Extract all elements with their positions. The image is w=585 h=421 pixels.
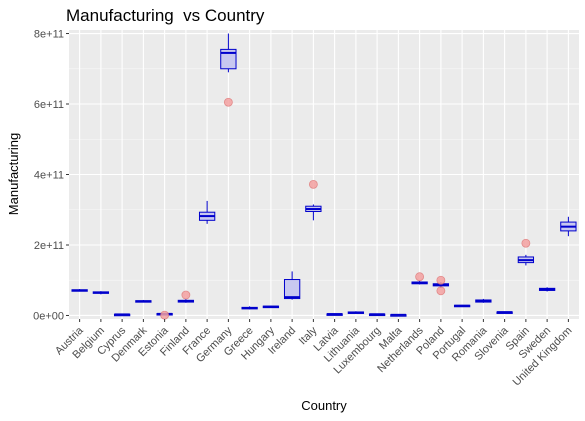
box-romania — [475, 298, 492, 303]
outlier-point — [160, 310, 170, 320]
box-hungary — [262, 305, 280, 309]
box-finland — [177, 290, 195, 303]
box-latvia — [326, 313, 343, 316]
y-axis: 0e+00 2e+11 4e+11 6e+11 8e+11 — [33, 29, 69, 322]
y-tick-label: 4e+11 — [34, 170, 64, 182]
box-ireland — [283, 271, 301, 300]
y-tick-label: 6e+11 — [34, 99, 64, 111]
box-spain — [517, 238, 535, 266]
box-estonia — [156, 310, 173, 320]
grid-lines — [69, 30, 579, 319]
outlier-point — [308, 179, 318, 189]
box-italy — [305, 179, 322, 221]
box-germany — [220, 33, 237, 107]
box-austria — [71, 289, 88, 292]
x-axis: AustriaBelgiumCyprusDenmarkEstoniaFinlan… — [53, 319, 574, 388]
y-tick-label: 8e+11 — [34, 29, 64, 41]
box-lithuania — [347, 311, 365, 314]
outlier-point — [521, 238, 531, 248]
y-axis-title: Manufacturing — [6, 133, 21, 215]
box-slovenia — [496, 311, 513, 314]
box-malta — [390, 313, 407, 317]
box-luxembourg — [368, 313, 386, 317]
box-iqr — [283, 279, 301, 300]
outlier-point — [436, 275, 446, 285]
box-denmark — [135, 299, 152, 303]
box-united-kingdom — [560, 216, 577, 237]
box-netherlands — [411, 272, 428, 285]
box-belgium — [92, 291, 110, 295]
y-tick-label: 0e+00 — [33, 310, 64, 322]
boxplot-layer — [71, 33, 577, 320]
outlier-point — [181, 290, 191, 300]
outlier-point — [223, 97, 233, 107]
outlier-point — [436, 286, 446, 296]
x-axis-title: Country — [301, 398, 347, 413]
box-cyprus — [113, 313, 131, 317]
box-greece — [241, 306, 258, 310]
y-tick-label: 2e+11 — [34, 240, 64, 252]
chart-title: Manufacturing vs Country — [66, 6, 265, 25]
box-sweden — [538, 287, 556, 292]
box-portugal — [453, 304, 471, 308]
box-france — [198, 200, 216, 224]
outlier-point — [415, 272, 425, 282]
box-iqr — [220, 48, 237, 70]
box-poland — [432, 275, 450, 296]
